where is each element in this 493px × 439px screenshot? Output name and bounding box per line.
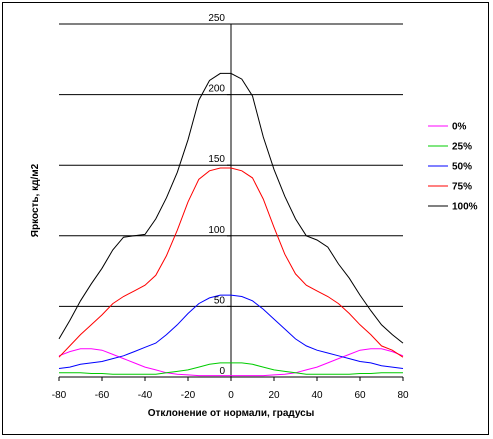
legend-label: 50% xyxy=(452,162,472,173)
y-axis-title: Яркость, кд/м2 xyxy=(30,163,41,237)
x-tick-label: 60 xyxy=(354,390,366,401)
legend: 0% 25% 50% 75% 100% xyxy=(428,122,478,213)
tick-labels: -80 -60 -40 -20 0 20 40 60 80 0 50 100 150 200 250 xyxy=(52,13,409,401)
chart-frame xyxy=(2,2,489,435)
x-tick-label: -20 xyxy=(181,390,196,401)
axes xyxy=(58,23,404,381)
series-line-50pct xyxy=(58,294,404,369)
x-tick-label: -80 xyxy=(52,390,67,401)
y-tick-label: 100 xyxy=(208,225,225,236)
y-tick-label: 0 xyxy=(219,366,225,377)
legend-label: 25% xyxy=(452,142,472,153)
legend-label: 100% xyxy=(452,202,478,213)
series-line-25pct xyxy=(59,362,403,375)
legend-label: 0% xyxy=(452,122,467,133)
y-tick-label: 50 xyxy=(214,295,226,306)
x-tick-label: 20 xyxy=(268,390,280,401)
y-tick-label: 150 xyxy=(208,154,225,165)
x-tick-label: 40 xyxy=(311,390,323,401)
series-line-0pct xyxy=(58,348,404,377)
x-axis-title: Отклонение от нормали, градусы xyxy=(148,408,315,419)
series-lines xyxy=(58,72,404,377)
legend-label: 75% xyxy=(452,182,472,193)
x-tick-label: 0 xyxy=(228,390,234,401)
series-line-75pct xyxy=(58,167,404,358)
y-tick-label: 250 xyxy=(208,13,225,24)
x-tick-label: -40 xyxy=(138,390,153,401)
x-tick-label: -60 xyxy=(95,390,110,401)
y-tick-label: 200 xyxy=(208,84,225,95)
series-line-100pct xyxy=(58,72,404,344)
x-tick-label: 80 xyxy=(397,390,409,401)
